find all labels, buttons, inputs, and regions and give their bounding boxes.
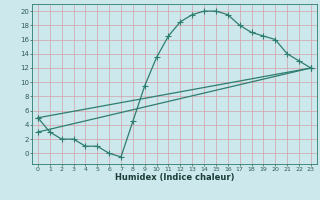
X-axis label: Humidex (Indice chaleur): Humidex (Indice chaleur) <box>115 173 234 182</box>
